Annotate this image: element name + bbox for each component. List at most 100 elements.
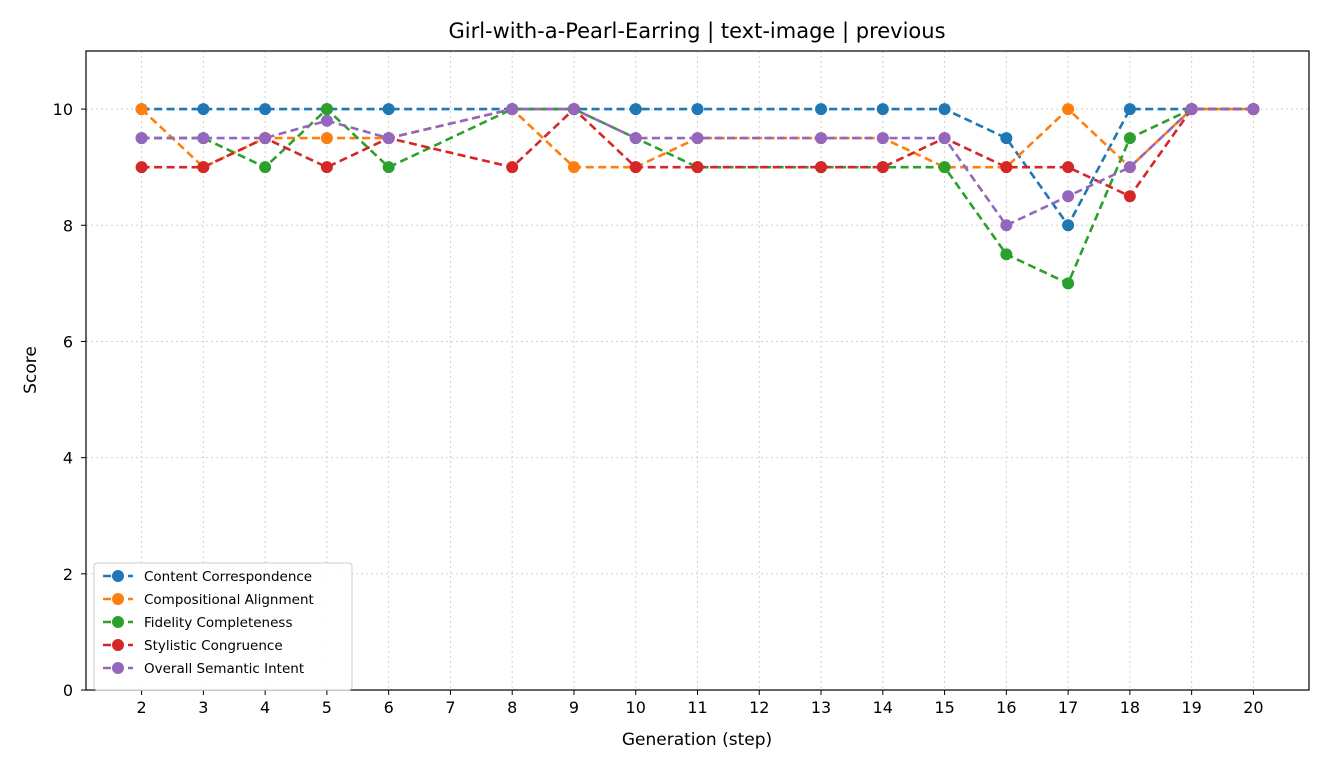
- data-point: [1062, 190, 1075, 203]
- x-tick-label: 20: [1243, 698, 1263, 717]
- data-point: [1062, 219, 1075, 232]
- data-point: [1185, 103, 1198, 116]
- legend-swatch-marker: [112, 639, 124, 651]
- data-point: [1062, 277, 1075, 290]
- data-point: [876, 103, 889, 116]
- x-axis-label: Generation (step): [622, 730, 772, 750]
- data-point: [567, 103, 580, 116]
- x-tick-label: 8: [507, 698, 517, 717]
- data-point: [259, 132, 272, 145]
- data-point: [815, 103, 828, 116]
- x-tick-label: 3: [198, 698, 208, 717]
- data-point: [691, 161, 704, 174]
- legend-box: [93, 562, 353, 691]
- x-axis: 2 3 4 5 6 7 8 9 10 11 12 13 14 15 16 17 18 19 20: [136, 690, 1264, 717]
- data-point: [567, 161, 580, 174]
- data-point: [135, 132, 148, 145]
- chart-title: Girl-with-a-Pearl-Earring | text-image |…: [448, 19, 945, 44]
- x-tick-label: 13: [811, 698, 831, 717]
- x-tick-label: 10: [626, 698, 646, 717]
- series-line: [141, 107, 1254, 227]
- y-tick-label: 8: [63, 216, 73, 235]
- legend-item: Compositional Alignment: [103, 592, 314, 608]
- data-point: [1123, 132, 1136, 145]
- data-point: [876, 132, 889, 145]
- data-point: [506, 103, 519, 116]
- data-point: [938, 132, 951, 145]
- data-point: [320, 103, 333, 116]
- legend-item: Fidelity Completeness: [103, 615, 292, 631]
- x-tick-label: 9: [569, 698, 579, 717]
- x-tick-label: 16: [996, 698, 1016, 717]
- legend-item: Content Correspondence: [103, 569, 312, 585]
- legend-swatch-marker: [112, 570, 124, 582]
- x-tick-label: 15: [934, 698, 954, 717]
- legend-label: Stylistic Congruence: [144, 638, 283, 654]
- x-tick-label: 11: [687, 698, 707, 717]
- legend-swatch-marker: [112, 616, 124, 628]
- data-point: [1000, 161, 1013, 174]
- x-tick-label: 14: [873, 698, 893, 717]
- data-point: [135, 161, 148, 174]
- data-point: [1123, 103, 1136, 116]
- y-axis-label: Score: [21, 346, 41, 394]
- legend-label: Fidelity Completeness: [144, 615, 292, 631]
- data-point: [1000, 132, 1013, 145]
- data-point: [1062, 103, 1075, 116]
- series-4: [135, 103, 1260, 232]
- x-tick-label: 6: [384, 698, 394, 717]
- data-point: [1000, 219, 1013, 232]
- legend: Content Correspondence Compositional Alig…: [93, 562, 353, 691]
- y-tick-label: 0: [63, 681, 73, 700]
- data-point: [320, 114, 333, 127]
- data-point: [320, 161, 333, 174]
- data-point: [629, 132, 642, 145]
- x-tick-label: 12: [749, 698, 769, 717]
- legend-swatch-marker: [112, 662, 124, 674]
- data-point: [1062, 161, 1075, 174]
- y-tick-label: 6: [63, 332, 73, 351]
- x-tick-label: 2: [136, 698, 146, 717]
- y-tick-label: 2: [63, 565, 73, 584]
- data-point: [938, 103, 951, 116]
- data-point: [197, 132, 210, 145]
- data-point: [691, 132, 704, 145]
- data-point: [815, 161, 828, 174]
- data-point: [382, 161, 395, 174]
- data-point: [382, 103, 395, 116]
- data-point: [1000, 248, 1013, 261]
- y-tick-label: 10: [53, 100, 73, 119]
- x-tick-label: 18: [1120, 698, 1140, 717]
- x-tick-label: 19: [1181, 698, 1201, 717]
- data-point: [382, 132, 395, 145]
- data-point: [876, 161, 889, 174]
- data-point: [1123, 190, 1136, 203]
- y-axis: 0 2 4 6 8 10: [53, 100, 86, 700]
- legend-item: Stylistic Congruence: [103, 638, 283, 654]
- series-layer: [135, 103, 1260, 290]
- data-point: [691, 103, 704, 116]
- legend-label: Compositional Alignment: [144, 592, 314, 608]
- data-point: [197, 103, 210, 116]
- data-point: [1247, 103, 1260, 116]
- y-tick-label: 4: [63, 449, 73, 468]
- x-tick-label: 7: [445, 698, 455, 717]
- legend-label: Overall Semantic Intent: [144, 661, 304, 677]
- legend-swatch-marker: [112, 593, 124, 605]
- data-point: [1123, 161, 1136, 174]
- x-tick-label: 4: [260, 698, 270, 717]
- x-tick-label: 17: [1058, 698, 1078, 717]
- data-point: [815, 132, 828, 145]
- data-point: [629, 103, 642, 116]
- data-point: [197, 161, 210, 174]
- data-point: [938, 161, 951, 174]
- data-point: [259, 103, 272, 116]
- data-point: [320, 132, 333, 145]
- legend-item: Overall Semantic Intent: [103, 661, 304, 677]
- data-point: [629, 161, 642, 174]
- data-point: [506, 161, 519, 174]
- data-point: [259, 161, 272, 174]
- data-point: [135, 103, 148, 116]
- series-line: [141, 107, 1254, 198]
